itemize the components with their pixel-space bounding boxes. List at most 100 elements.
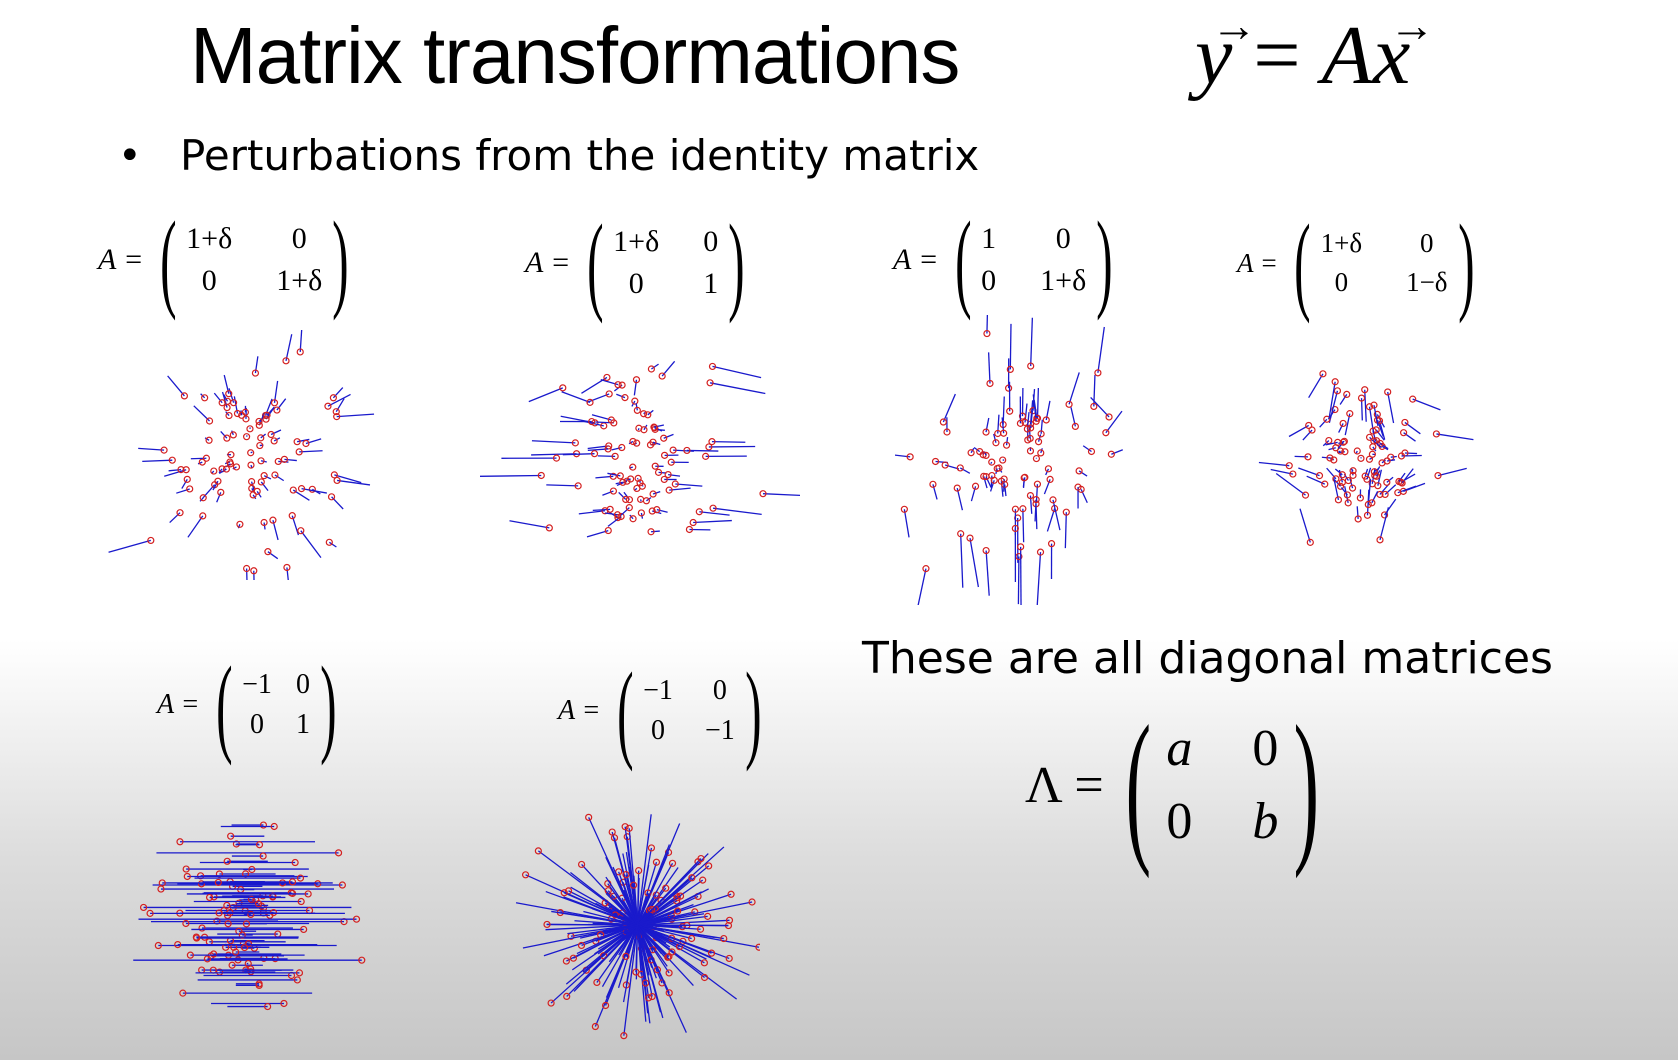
- vector-line: [1258, 461, 1290, 467]
- data-point: [146, 909, 154, 917]
- data-point: [699, 876, 707, 884]
- data-point: [1004, 384, 1013, 392]
- data-point: [1397, 452, 1406, 460]
- vector-line: [546, 484, 579, 487]
- vector-line: [167, 375, 185, 397]
- vector-line: [578, 510, 606, 515]
- matrix-label: A =: [893, 243, 939, 276]
- vector-line: [1404, 452, 1418, 455]
- vector-line: [1355, 450, 1358, 454]
- vector-line: [274, 474, 285, 482]
- data-point: [1319, 370, 1327, 378]
- data-point: [1019, 505, 1027, 513]
- data-point: [1336, 482, 1345, 490]
- vector-line: [218, 468, 227, 475]
- data-point: [198, 458, 206, 466]
- vector-line: [1009, 323, 1012, 370]
- vector-line: [651, 363, 659, 370]
- vector-line: [652, 491, 661, 495]
- data-point: [674, 907, 682, 915]
- matrix-2: A = ( 1+δ 0 0 1 ): [525, 208, 755, 318]
- right-paren-icon: ): [332, 199, 349, 321]
- data-point: [577, 941, 586, 950]
- data-point: [210, 467, 218, 475]
- data-point: [547, 999, 555, 1007]
- vector-line: [652, 441, 661, 446]
- data-point: [293, 976, 301, 984]
- data-point: [223, 403, 231, 412]
- vector-line: [628, 440, 634, 445]
- data-point: [297, 897, 305, 906]
- data-point: [251, 369, 260, 377]
- data-point: [199, 494, 207, 502]
- vector-line: [1437, 467, 1467, 477]
- vector-line: [1022, 477, 1025, 488]
- matrix-6: A = ( −1 0 0 −1 ): [558, 650, 771, 772]
- data-point: [623, 477, 631, 485]
- vector-line: [1387, 391, 1395, 424]
- y-vector: y: [1195, 0, 1257, 104]
- data-point: [671, 480, 679, 488]
- data-point: [606, 505, 614, 513]
- vector-line: [299, 330, 303, 352]
- vector-line: [299, 450, 323, 453]
- data-point: [660, 434, 668, 442]
- data-point: [1336, 447, 1344, 455]
- data-point: [614, 514, 622, 522]
- data-point: [1032, 454, 1041, 463]
- data-point: [295, 448, 303, 456]
- vector-line: [1036, 552, 1042, 605]
- data-point: [562, 957, 570, 965]
- data-point: [967, 449, 975, 457]
- data-point: [1333, 387, 1342, 395]
- vector-line: [602, 490, 614, 496]
- data-point: [634, 474, 642, 482]
- data-point: [182, 466, 190, 474]
- data-point: [1000, 429, 1008, 437]
- data-point: [1000, 475, 1008, 483]
- vector-line: [1321, 456, 1330, 459]
- data-point: [225, 390, 233, 398]
- data-point: [644, 411, 652, 419]
- matrix-4: A = ( 1+δ 0 0 1−δ ): [1237, 208, 1484, 318]
- data-point: [988, 458, 996, 466]
- data-point: [227, 451, 235, 459]
- vector-line: [1028, 425, 1031, 439]
- vector-line: [636, 477, 639, 480]
- vector-line: [1364, 389, 1367, 422]
- vector-line: [212, 480, 219, 491]
- data-point: [1323, 415, 1331, 423]
- vector-line: [1328, 381, 1336, 419]
- data-point: [352, 915, 361, 923]
- data-point: [625, 496, 634, 504]
- vector-line: [1373, 440, 1382, 449]
- left-paren-icon: (: [616, 650, 634, 772]
- data-point: [254, 900, 263, 908]
- data-point: [330, 471, 338, 479]
- vector-line: [1052, 499, 1061, 531]
- vector-line: [1022, 508, 1025, 543]
- matrix-label: A =: [558, 695, 601, 726]
- data-point: [943, 428, 951, 436]
- data-point: [176, 838, 184, 846]
- data-point: [695, 508, 703, 516]
- vector-line: [334, 474, 362, 484]
- data-point: [1032, 496, 1040, 504]
- left-paren-icon: (: [215, 644, 233, 766]
- data-point: [255, 980, 263, 988]
- data-point: [334, 849, 343, 857]
- data-point: [625, 824, 633, 832]
- data-point: [270, 437, 278, 445]
- vector-line: [204, 437, 210, 441]
- data-point: [642, 979, 650, 987]
- data-point: [560, 889, 568, 897]
- data-point: [205, 893, 214, 902]
- data-point: [1357, 394, 1366, 402]
- data-point: [1364, 500, 1372, 509]
- data-point: [1289, 470, 1297, 478]
- data-point: [683, 446, 691, 455]
- scatter-plot-6: [515, 813, 760, 1040]
- cell: −1: [242, 669, 272, 700]
- data-point: [255, 841, 264, 849]
- data-point: [667, 458, 675, 466]
